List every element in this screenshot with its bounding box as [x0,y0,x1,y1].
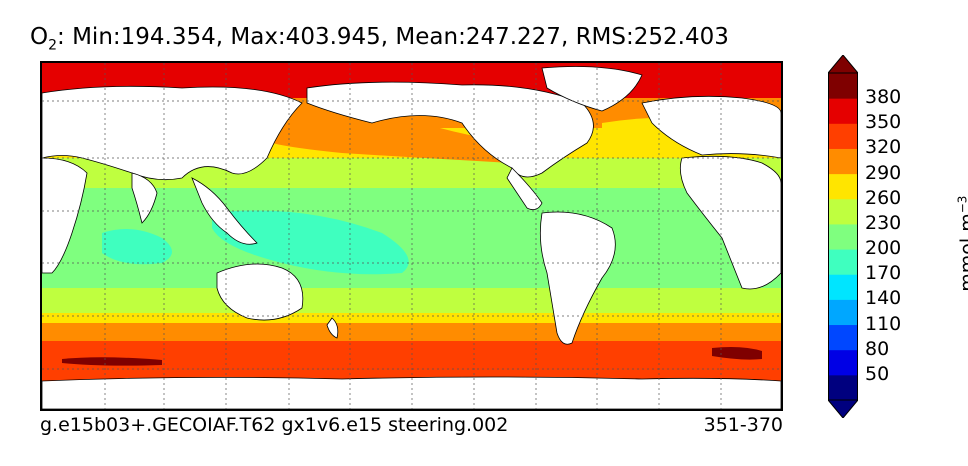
land-new-zealand [326,317,339,339]
band-southern-ocean-1 [42,323,781,341]
land-australia [216,263,304,321]
colorbar-tick-label: 140 [865,287,902,310]
colorbar-tick-label: 320 [865,136,902,159]
colorbar-swatch [828,98,858,124]
colorbar-extend-min [828,399,858,418]
year-range-label: 351-370 [703,414,783,436]
colorbar-swatch [828,299,858,326]
oxygen-minimum-indian [102,229,172,265]
colorbar-tick-label: 50 [865,362,890,385]
colorbar-swatch [828,374,858,401]
map-svg [42,63,781,409]
case-name-label: g.e15b03+.GECOIAF.T62 gx1v6.e15 steering… [40,414,509,436]
colorbar-tick-label: 290 [865,161,902,184]
land-north-america [306,81,594,178]
unit-prefix: mmol m [956,213,968,292]
colorbar-extend-max [828,55,858,74]
north-pacific-orange [272,118,512,163]
land-greenland [541,66,643,112]
land-india [131,172,158,224]
colorbar-tick-label: 110 [865,312,902,335]
title-species-subscript: 2 [48,37,58,54]
title-stats: : Min:194.354, Max:403.945, Mean:247.227… [57,24,729,50]
colorbar-swatch [828,223,858,250]
colorbar-swatch [828,324,858,351]
southern-dark-red-strip-2 [712,347,762,360]
colorbar-tick-label: 80 [865,337,890,360]
land-southeast-asia [191,177,258,245]
land-antarctica [42,376,781,409]
unit-exponent: −3 [955,195,968,214]
colorbar-swatch [828,123,858,149]
colorbar-tick-label: 350 [865,111,902,134]
land-central-america [506,167,543,211]
band-south-subtrop [42,288,781,313]
colorbar-outline [828,72,858,401]
colorbar-tick-label: 260 [865,186,902,209]
plot-title: O2: Min:194.354, Max:403.945, Mean:247.2… [30,24,729,54]
map-gridlines [42,63,781,409]
colorbar-swatch [828,73,858,99]
colorbar-swatch [828,198,858,225]
ocean-oxygen-map [40,61,783,411]
colorbar-tick-label: 170 [865,262,902,285]
land-europe [641,95,781,159]
colorbar-swatch [828,274,858,300]
oxygen-minimum-pacific [212,210,409,275]
colorbar-swatch [828,349,858,376]
land-eurasia [42,85,303,181]
colorbar-swatch [828,249,858,275]
title-species: O [30,24,49,50]
southern-dark-red-strip [62,357,162,366]
colorbar-swatch [828,173,858,200]
land-south-america [539,211,616,345]
colorbar-tick-label: 380 [865,86,902,109]
colorbar-tick-label: 200 [865,237,902,260]
colorbar-unit-label: mmol m−3 [955,174,968,314]
land-africa-east [679,155,781,290]
colorbar [828,55,858,418]
colorbar-tick-label: 230 [865,211,902,234]
land-africa [42,157,88,274]
colorbar-swatch [828,148,858,175]
